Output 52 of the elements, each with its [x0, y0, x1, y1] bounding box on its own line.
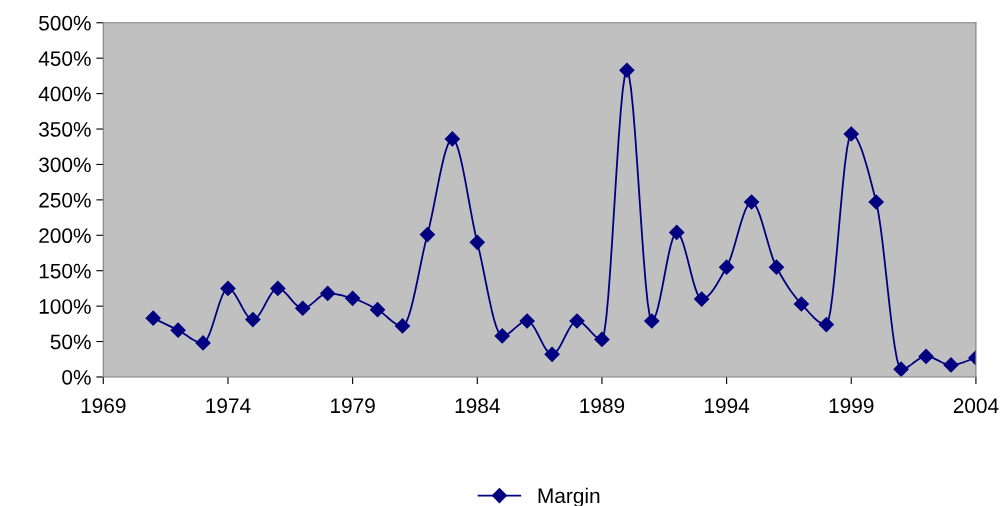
y-tick-label: 400%	[38, 86, 91, 102]
point	[694, 291, 710, 307]
point	[544, 346, 560, 362]
x-tick-label: 1984	[455, 398, 500, 414]
point	[719, 259, 735, 275]
point	[444, 131, 460, 147]
y-tick-label: 350%	[39, 122, 91, 137]
point	[394, 318, 411, 334]
point	[195, 335, 211, 351]
y-tick-label: 300%	[39, 157, 91, 173]
point	[669, 224, 685, 241]
point	[868, 194, 884, 210]
point	[619, 62, 635, 78]
point	[569, 313, 585, 329]
x-tick-label: 1974	[206, 398, 251, 414]
y-tick-label: 0%	[62, 369, 91, 385]
y-tick-label: 450%	[38, 51, 91, 66]
point	[345, 290, 361, 306]
y-tick-label: 250%	[39, 192, 91, 208]
y-tick-label: 200%	[39, 228, 91, 244]
point	[170, 322, 186, 338]
y-tick-label: 100%	[39, 299, 91, 314]
point	[843, 126, 859, 142]
point	[594, 331, 610, 347]
x-tick-label: 1969	[81, 398, 126, 414]
point	[943, 357, 959, 373]
point	[369, 302, 386, 318]
point	[245, 312, 261, 328]
point	[419, 227, 435, 243]
point	[295, 300, 311, 316]
y-tick-label: 150%	[39, 263, 91, 279]
x-tick-label: 1979	[331, 398, 375, 414]
point	[320, 285, 336, 301]
point	[494, 328, 510, 344]
point	[793, 296, 809, 312]
y-tick-label: 50%	[50, 334, 91, 350]
y-tick-label: 500%	[39, 15, 91, 31]
point	[743, 194, 760, 210]
point	[893, 361, 909, 377]
point	[768, 259, 785, 275]
point	[220, 280, 236, 296]
point	[469, 234, 485, 250]
point	[270, 280, 286, 296]
point	[918, 348, 934, 364]
point	[644, 313, 660, 329]
x-tick-label: 1999	[829, 398, 874, 414]
x-tick-label: 2004	[953, 398, 999, 414]
x-tick-label: 1994	[705, 398, 750, 414]
x-tick-label: 1989	[580, 398, 625, 414]
point	[519, 313, 535, 329]
point	[145, 310, 161, 326]
point	[818, 316, 834, 333]
